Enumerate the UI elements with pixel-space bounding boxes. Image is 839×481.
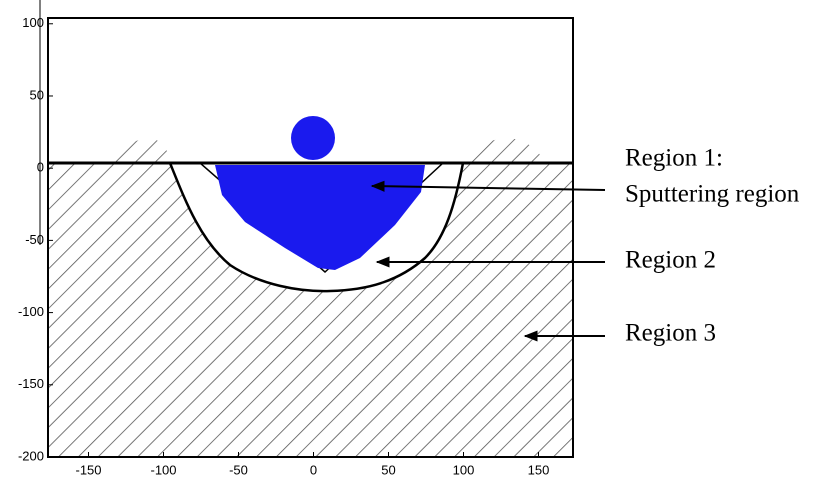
x-tick-label: 150: [528, 462, 550, 477]
hatch-bump: [110, 138, 172, 163]
x-tick-label: -150: [75, 462, 101, 477]
annotation: Sputtering region: [625, 181, 800, 208]
annotation: Region 3: [625, 320, 716, 347]
y-tick-label: -150: [18, 376, 44, 391]
y-tick-label: 50: [30, 87, 44, 102]
x-tick-label: 100: [453, 462, 475, 477]
x-tick-label: -100: [150, 462, 176, 477]
annotation: Region 2: [625, 247, 716, 274]
arrow: [370, 180, 606, 192]
x-tick-label: 50: [381, 462, 395, 477]
y-tick-label: 100: [22, 15, 44, 30]
y-tick-label: -200: [18, 448, 44, 463]
x-tick-label: -50: [229, 462, 248, 477]
sputter-droplet: [291, 116, 335, 160]
hatch-bump: [462, 138, 545, 163]
plot-area: [47, 17, 574, 458]
annotation: Region 1:: [625, 145, 723, 172]
y-tick-label: -50: [25, 232, 44, 247]
plot-frame: [47, 17, 574, 458]
y-tick-label: 0: [37, 160, 44, 175]
x-tick-label: 0: [310, 462, 317, 477]
y-tick-label: -100: [18, 304, 44, 319]
